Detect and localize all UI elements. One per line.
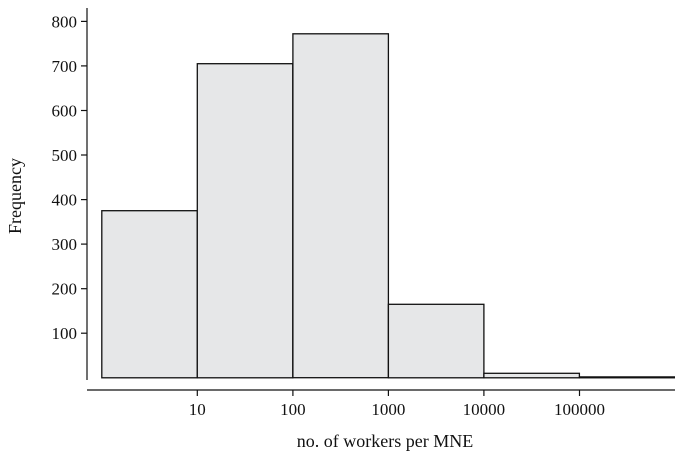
y-tick-label: 200 [52,280,78,299]
histogram-bar [483,372,581,379]
histogram-bar [292,33,390,379]
y-tick-label: 700 [52,57,78,76]
x-tick-label: 10 [189,400,206,419]
x-tick-label: 1000 [371,400,405,419]
bars-group [101,33,675,379]
y-tick-label: 800 [52,12,78,31]
y-tick-label: 100 [52,324,78,343]
axes-group [86,8,675,391]
y-axis-title: Frequency [5,158,25,234]
x-tick-label: 100 [280,400,306,419]
histogram-bar [578,376,675,379]
y-tick-label: 400 [52,191,78,210]
y-ticks-group: 100 200 300 400 500 600 700 800 [52,12,87,343]
histogram-bar [387,303,485,379]
histogram-bar [101,210,198,379]
y-tick-label: 600 [52,102,78,121]
x-tick-label: 100000 [554,400,605,419]
y-tick-label: 500 [52,146,78,165]
x-axis-title: no. of workers per MNE [297,431,473,451]
y-tick-label: 300 [52,235,78,254]
x-ticks-group: 10 100 1000 10000 100000 [189,390,605,419]
x-tick-label: 10000 [463,400,506,419]
histogram-bar [196,63,294,379]
